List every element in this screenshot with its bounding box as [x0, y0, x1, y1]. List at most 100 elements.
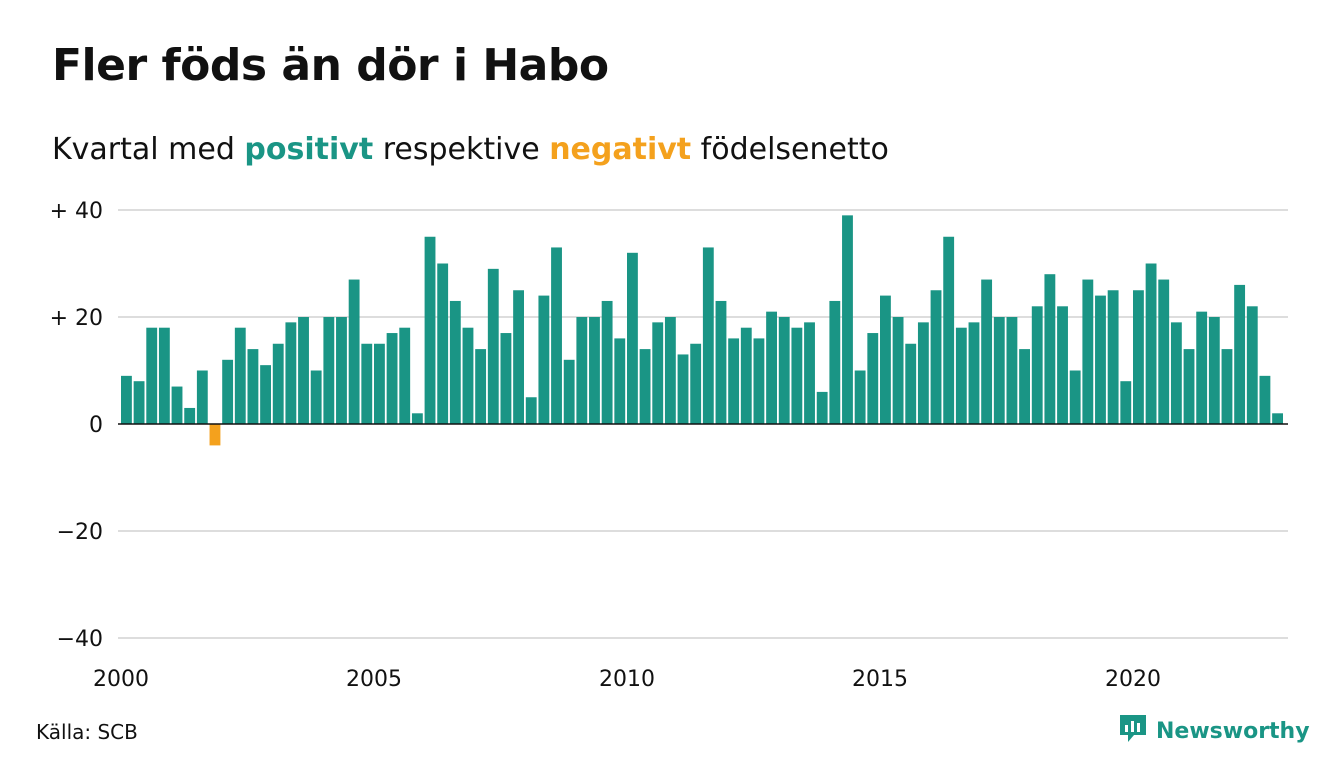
- bar: [576, 317, 588, 424]
- bar: [1183, 349, 1195, 424]
- bar: [1133, 290, 1144, 424]
- bar: [1170, 322, 1182, 424]
- bar: [222, 359, 234, 424]
- bar: [829, 300, 841, 424]
- bar: [525, 397, 537, 424]
- bar: [171, 386, 183, 424]
- x-tick-label: 2010: [599, 667, 655, 692]
- bar: [1006, 317, 1018, 424]
- bar: [386, 333, 398, 424]
- bar: [1057, 306, 1068, 424]
- bar: [133, 381, 145, 424]
- bar: [1158, 279, 1170, 424]
- bar: [487, 268, 499, 424]
- y-tick-label: + 20: [50, 306, 103, 331]
- bar: [993, 317, 1005, 424]
- bar: [601, 300, 613, 424]
- subtitle-prefix: Kvartal med: [52, 132, 245, 167]
- bar: [336, 317, 347, 424]
- bar: [1120, 381, 1132, 424]
- bar: [943, 236, 955, 424]
- bar: [627, 252, 638, 424]
- bar: [664, 317, 676, 424]
- bar: [1234, 284, 1246, 424]
- source-note: Källa: SCB: [36, 720, 138, 744]
- subtitle-middle: respektive: [373, 132, 550, 167]
- bar: [816, 391, 828, 424]
- bar: [551, 247, 562, 424]
- bar: [1196, 311, 1208, 424]
- bar: [955, 327, 967, 424]
- bar: [766, 311, 777, 424]
- bar: [424, 236, 436, 424]
- bar: [753, 338, 765, 424]
- bar: [234, 327, 246, 424]
- newsworthy-logo-icon: [1118, 713, 1148, 749]
- bar: [677, 354, 689, 424]
- bar: [1044, 274, 1056, 424]
- bar: [209, 424, 221, 446]
- bar: [589, 317, 600, 424]
- bar: [374, 343, 385, 424]
- bar: [1208, 317, 1220, 424]
- bar: [867, 333, 879, 424]
- bar: [196, 370, 208, 424]
- bar: [652, 322, 664, 424]
- y-tick-label: + 40: [50, 199, 103, 224]
- x-tick-label: 2020: [1105, 667, 1161, 692]
- bar: [1246, 306, 1258, 424]
- bar: [146, 327, 158, 424]
- y-tick-label: −40: [57, 627, 103, 652]
- bar: [854, 370, 866, 424]
- bar: [310, 370, 322, 424]
- bar: [791, 327, 803, 424]
- bar: [437, 263, 449, 424]
- brand-logo: Newsworthy: [1118, 714, 1310, 748]
- axes: + 40 + 20 0 −20 −40 2000 2005 2010 2015 2020: [50, 199, 1288, 692]
- bar: [260, 365, 271, 424]
- bar: [1082, 279, 1094, 424]
- y-tick-label: 0: [89, 413, 103, 438]
- brand-name: Newsworthy: [1156, 718, 1310, 744]
- y-tick-label: −20: [57, 520, 103, 545]
- bar: [462, 327, 474, 424]
- bar: [1031, 306, 1043, 424]
- bar: [348, 279, 360, 424]
- bar: [121, 375, 132, 424]
- bar: [892, 317, 904, 424]
- bar: [930, 290, 942, 424]
- bar: [968, 322, 980, 424]
- bar: [917, 322, 929, 424]
- chart-title: Fler föds än dör i Habo: [52, 40, 609, 91]
- bar: [323, 317, 335, 424]
- bar: [639, 349, 651, 424]
- x-tick-label: 2015: [852, 667, 908, 692]
- bar: [778, 317, 790, 424]
- bar: [411, 413, 423, 424]
- bar: [804, 322, 815, 424]
- bar: [1095, 295, 1106, 424]
- bars: [121, 215, 1283, 446]
- bar: [475, 349, 487, 424]
- bar: [702, 247, 714, 424]
- bar: [1107, 290, 1119, 424]
- bar: [614, 338, 626, 424]
- bar: [158, 327, 170, 424]
- subtitle-suffix: födelsenetto: [691, 132, 889, 167]
- subtitle-negative: negativt: [549, 132, 692, 167]
- bar: [740, 327, 752, 424]
- x-tick-label: 2000: [93, 667, 149, 692]
- bar: [298, 317, 309, 424]
- bar: [905, 343, 917, 424]
- bar: [1272, 413, 1283, 424]
- bar: [728, 338, 740, 424]
- chart-subtitle: Kvartal med positivt respektive negativt…: [52, 132, 889, 167]
- bar: [1145, 263, 1157, 424]
- bar: [513, 290, 524, 424]
- bar: [690, 343, 702, 424]
- bar: [880, 295, 891, 424]
- bar: [449, 300, 461, 424]
- bar: [1019, 349, 1030, 424]
- bar: [563, 359, 575, 424]
